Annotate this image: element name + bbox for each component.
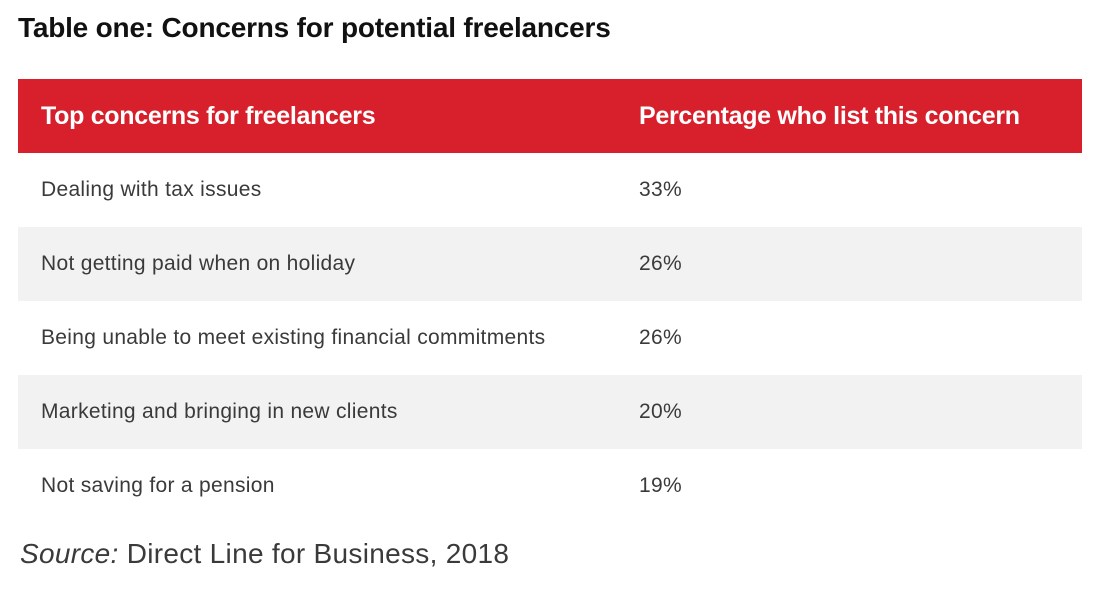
table-row: Not saving for a pension 19% [18, 449, 1082, 523]
table-row: Dealing with tax issues 33% [18, 153, 1082, 227]
concern-cell: Not saving for a pension [41, 474, 275, 497]
source-text: Direct Line for Business, 2018 [118, 538, 510, 569]
percentage-cell: 26% [639, 326, 682, 349]
source-label: Source: [20, 538, 119, 569]
concern-cell: Marketing and bringing in new clients [41, 400, 398, 423]
column-header-concern: Top concerns for freelancers [41, 101, 376, 130]
percentage-cell: 20% [639, 400, 682, 423]
concern-cell: Dealing with tax issues [41, 178, 262, 201]
concern-cell: Not getting paid when on holiday [41, 252, 356, 275]
concern-cell: Being unable to meet existing financial … [41, 326, 546, 349]
column-header-percentage: Percentage who list this concern [639, 101, 1020, 130]
percentage-cell: 33% [639, 178, 682, 201]
table-header-row: Top concerns for freelancers Percentage … [18, 79, 1082, 153]
table-row: Marketing and bringing in new clients 20… [18, 375, 1082, 449]
concerns-table: Top concerns for freelancers Percentage … [18, 79, 1082, 523]
percentage-cell: 19% [639, 474, 682, 497]
page-title: Table one: Concerns for potential freela… [18, 12, 611, 43]
table-row: Not getting paid when on holiday 26% [18, 227, 1082, 301]
source-note: Source: Direct Line for Business, 2018 [20, 538, 509, 570]
percentage-cell: 26% [639, 252, 682, 275]
table-row: Being unable to meet existing financial … [18, 301, 1082, 375]
